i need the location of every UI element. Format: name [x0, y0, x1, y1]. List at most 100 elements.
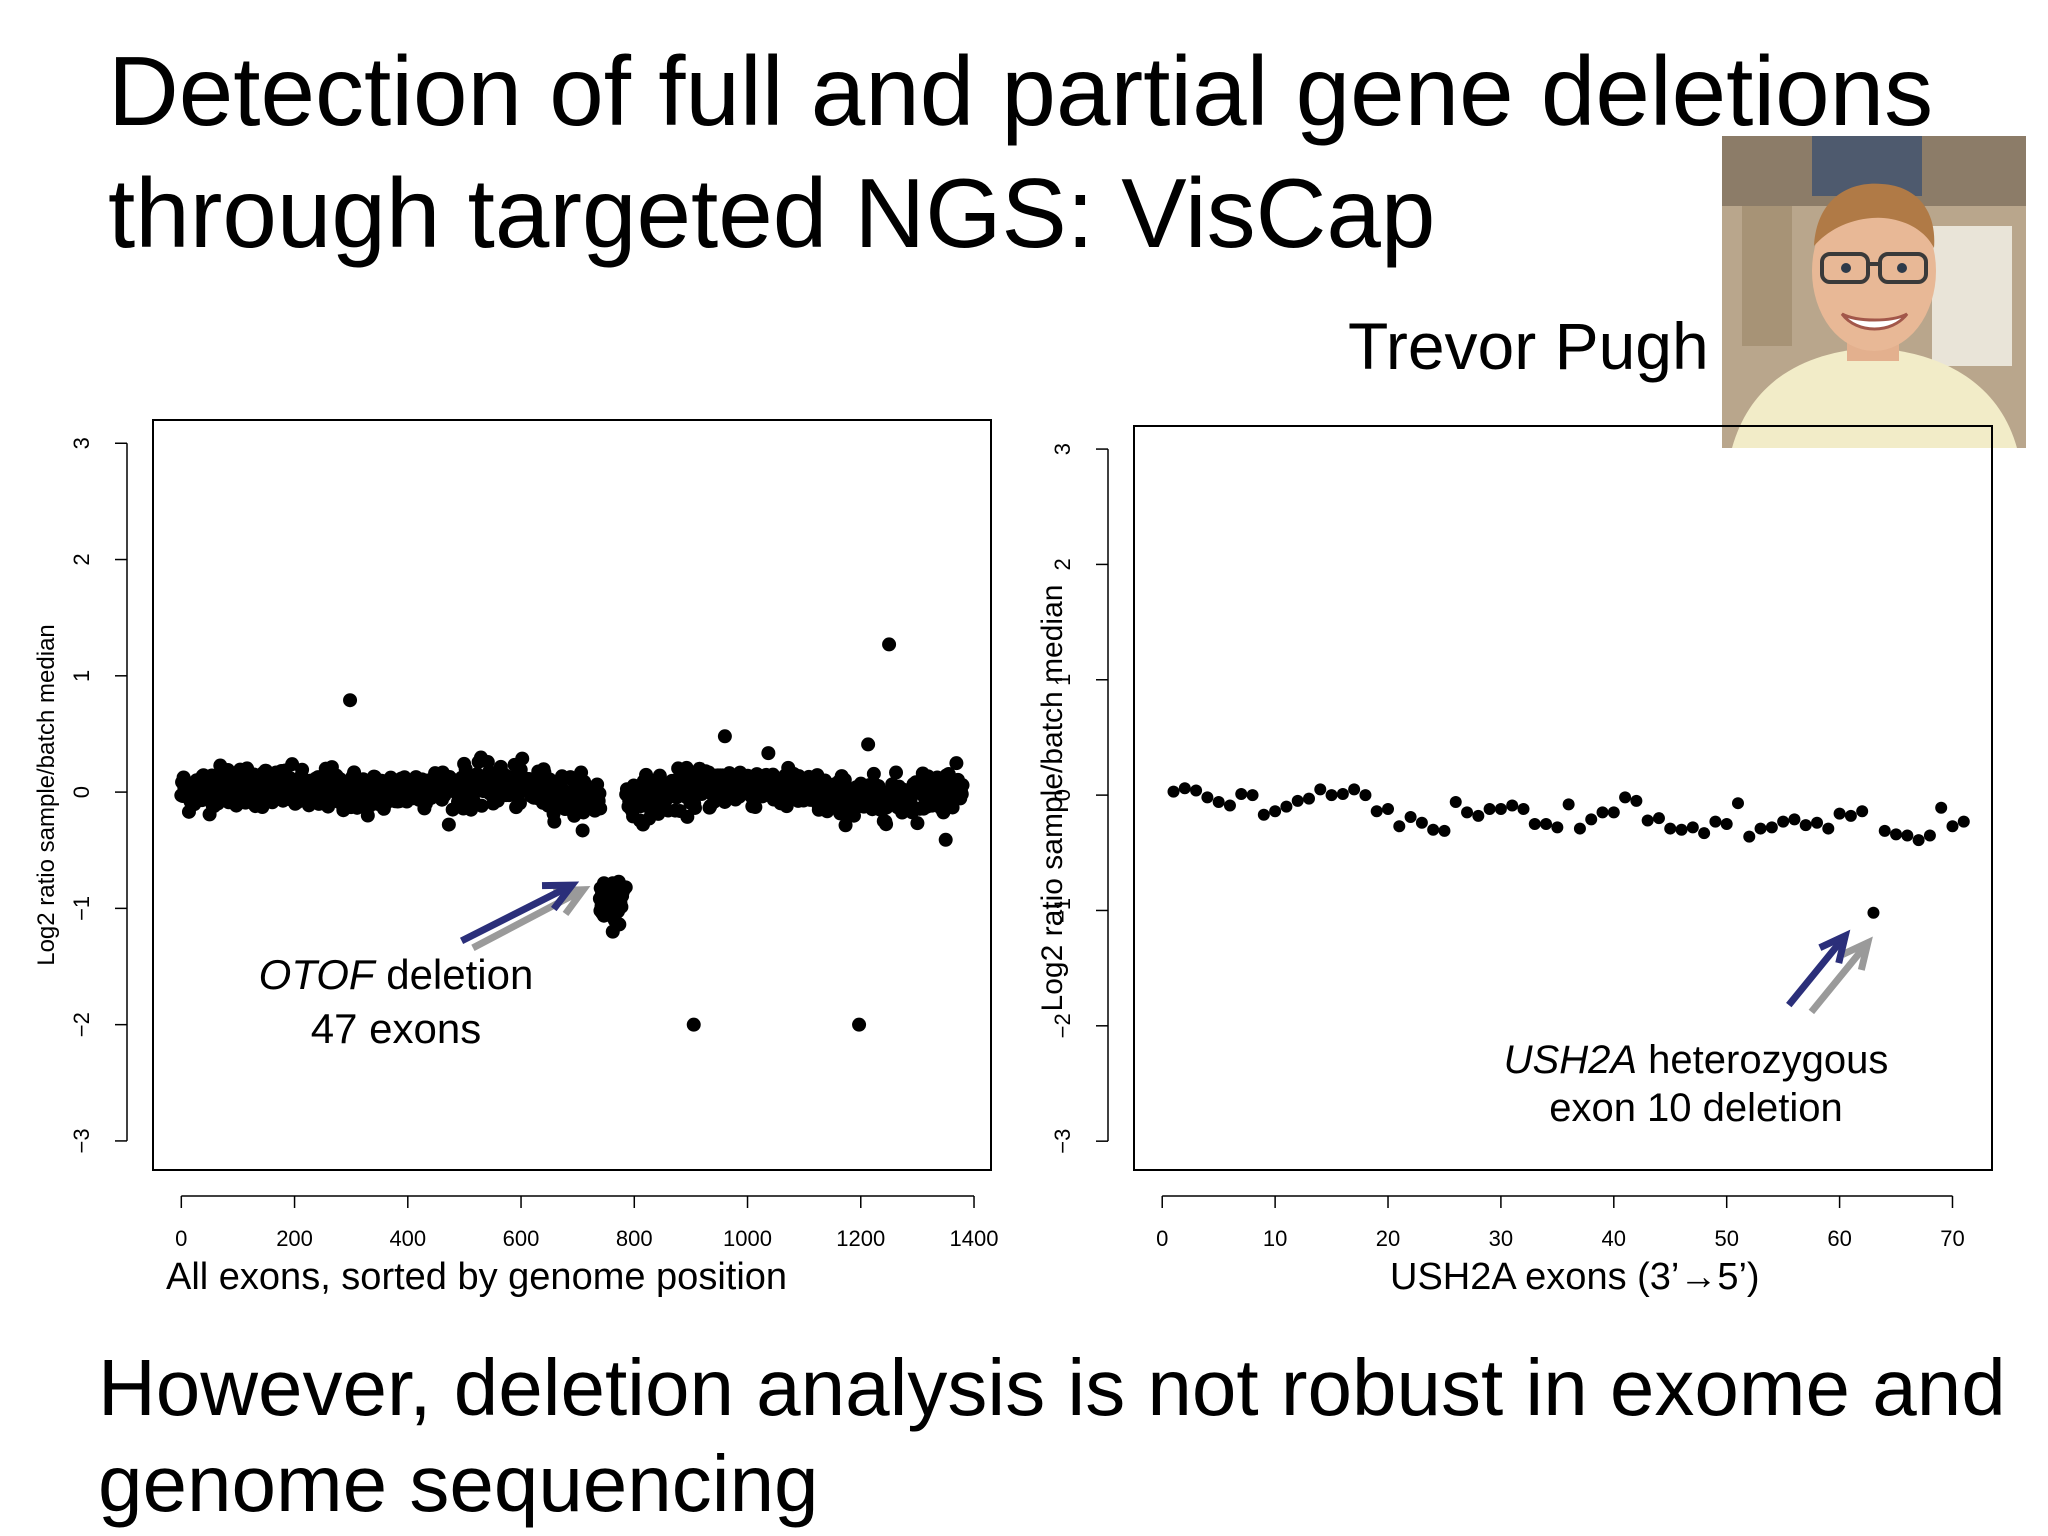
ush2a-exon-point [1449, 796, 1462, 809]
ush2a-exon-point [1540, 817, 1553, 830]
ush2a-exon-point [1506, 799, 1519, 812]
ush2a-exon-point [1359, 789, 1372, 802]
ush2a-exon-point [1720, 817, 1733, 830]
outlier-point [861, 737, 876, 752]
ush2a-exon-point [1201, 791, 1214, 804]
ush2a-exon-point [1562, 798, 1575, 811]
conclusion-text: However, deletion analysis is not robust… [98, 1340, 2038, 1532]
ush2a-exon-point [1878, 824, 1891, 837]
ush2a-exon-point [1178, 782, 1191, 795]
exon-point [592, 786, 607, 801]
ush2a-exon-point [1675, 823, 1688, 836]
ush2a-exon-point [1585, 813, 1598, 826]
exon-point [748, 800, 763, 815]
ush2a-exon-point [1415, 816, 1428, 829]
slide-title-line-1: Detection of full and partial gene delet… [108, 36, 1934, 146]
ush2a-deletion-annotation: USH2A heterozygous exon 10 deletion [1476, 1036, 1916, 1132]
ush2a-exon-point [1212, 796, 1225, 809]
ush2a-arrow-head [1818, 929, 1851, 964]
ush2a-exon-point [1822, 822, 1835, 835]
exon-point [474, 798, 489, 813]
otof-deleted-exon-point [609, 893, 624, 908]
ush2a-exon-point [1652, 812, 1665, 825]
ush2a-exon-point [1370, 805, 1383, 818]
ush2a-exon-point [1472, 809, 1485, 822]
ush2a-exon-point [1517, 802, 1530, 815]
ush2a-exon-point [1856, 805, 1869, 818]
right-y-tick-label: −3 [1050, 1129, 1075, 1154]
exon-point [687, 800, 702, 815]
ush2a-exon-point [1731, 797, 1744, 810]
exon-point [295, 762, 310, 777]
right-x-tick-label: 10 [1263, 1226, 1287, 1251]
outlier-point [605, 924, 620, 939]
right-y-tick-label: 0 [1050, 789, 1075, 801]
exon-point [866, 766, 881, 781]
left-x-axis-title: All exons, sorted by genome position [166, 1256, 788, 1298]
exon-point [949, 756, 964, 771]
outlier-point [343, 693, 358, 708]
presenter-photo [1722, 136, 2026, 448]
ush2a-exon-point [1765, 821, 1778, 834]
outlier-point [852, 1017, 867, 1032]
conclusion-line-1: However, deletion analysis is not robust… [98, 1343, 2006, 1432]
left-plot-frame [152, 419, 992, 1171]
ush2a-exon-point [1946, 820, 1959, 833]
exon-point [547, 814, 562, 829]
ush2a-exon-point [1257, 808, 1270, 821]
ush2a-exon-point [1280, 800, 1293, 813]
ush2a-exon-point [1901, 829, 1914, 842]
right-y-tick-label: 1 [1050, 674, 1075, 686]
right-x-axis-title: USH2A exons (3’→5’) [1390, 1256, 1760, 1298]
ush2a-exon-point [1630, 794, 1643, 807]
ush2a-exon-point [1935, 801, 1948, 814]
ush2a-exon-point [1314, 783, 1327, 796]
right-y-tick-label: 2 [1050, 558, 1075, 570]
left-y-tick-label: −1 [69, 896, 94, 921]
ush2a-exon-point [1325, 789, 1338, 802]
ush2a-exon-point [1291, 794, 1304, 807]
left-x-tick-label: 200 [276, 1226, 313, 1251]
ush2a-exon-point [1167, 785, 1180, 798]
right-y-tick-label: −2 [1050, 1013, 1075, 1038]
ush2a-exon-point [1336, 787, 1349, 800]
exon-point [838, 818, 853, 833]
ush2a-exon-point [1641, 814, 1654, 827]
right-x-tick-label: 20 [1376, 1226, 1400, 1251]
ush2a-arrow-shadow [1808, 940, 1871, 1015]
left-y-tick-label: 1 [69, 670, 94, 682]
right-y-tick-label: 3 [1050, 443, 1075, 455]
left-x-tick-label: 600 [503, 1226, 540, 1251]
left-x-tick-label: 1200 [836, 1226, 885, 1251]
ush2a-exon-point [1483, 802, 1496, 815]
outlier-point [717, 729, 732, 744]
ush2a-exon-point [1427, 823, 1440, 836]
left-y-tick-label: 2 [69, 553, 94, 565]
exon-point [575, 823, 590, 838]
left-x-tick-label: 0 [175, 1226, 187, 1251]
otof-deleted-exon-point [618, 880, 633, 895]
ush2a-exon-point [1788, 813, 1801, 826]
exon-point [955, 778, 970, 793]
left-y-tick-label: 0 [69, 786, 94, 798]
left-x-tick-label: 1000 [723, 1226, 772, 1251]
exon-point [910, 816, 925, 831]
left-x-tick-label: 1400 [950, 1226, 999, 1251]
ush2a-gene-name: USH2A [1503, 1038, 1638, 1082]
ush2a-exon-point [1438, 824, 1451, 837]
presenter-name: Trevor Pugh [1348, 309, 1709, 383]
ush2a-exon-point [1382, 802, 1395, 815]
otof-arrow [460, 881, 574, 945]
ush2a-arrow-shadow-head [1840, 936, 1873, 971]
ush2a-exon-point [1607, 806, 1620, 819]
exon-point [761, 746, 776, 761]
ush2a-exon-point [1246, 789, 1259, 802]
otof-gene-name: OTOF [258, 951, 375, 998]
ush2a-exon-point [1302, 792, 1315, 805]
ush2a-exon-point [1235, 787, 1248, 800]
ush2a-exon-point [1404, 811, 1417, 824]
otof-arrow-shadow [471, 886, 585, 952]
exon-point [515, 751, 530, 766]
ush2a-exon-point [1754, 822, 1767, 835]
ush2a-exon-point [1923, 829, 1936, 842]
